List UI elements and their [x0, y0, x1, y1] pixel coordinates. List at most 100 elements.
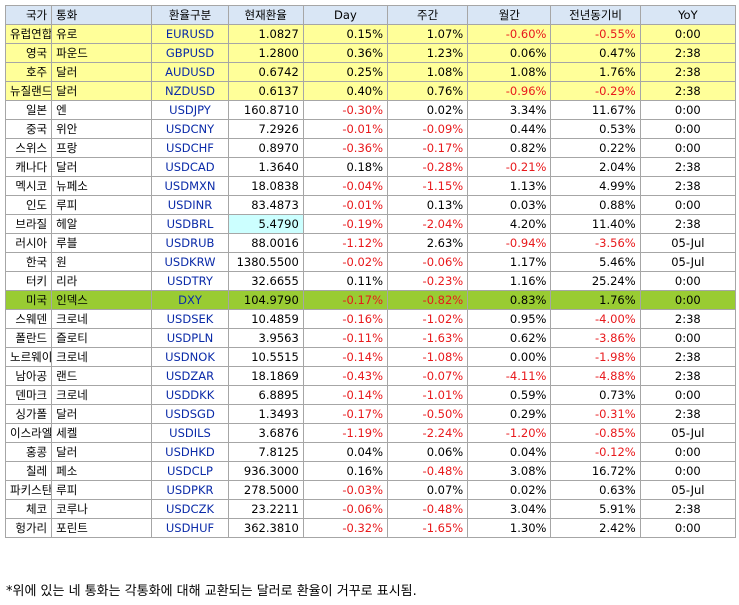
country-cell: 캐나다 [4, 157, 53, 177]
current-rate-cell: 0.6742 [227, 62, 304, 82]
currency-cell: 엔 [51, 100, 153, 120]
country-cell: 유럽연합 [4, 24, 53, 44]
table-row: 멕시코 뉴페소 USDMXN 18.0838 -0.04% -1.15% 1.13% 4.99… [4, 176, 737, 196]
column-header-current-rate: 현재환율 [227, 5, 304, 25]
country-cell: 영국 [4, 43, 53, 63]
table-row: 캐나다 달러 USDCAD 1.3640 0.18% -0.28% -0.21% 2.04% 2… [4, 157, 737, 177]
month-change-cell: 3.04% [467, 499, 552, 519]
yoy-cell: 05-Jul [639, 423, 737, 443]
week-change-cell: 1.08% [387, 62, 469, 82]
yoy-cell: 0:00 [639, 518, 737, 538]
week-change-cell: 0.06% [387, 442, 469, 462]
day-change-cell: 0.40% [302, 81, 389, 101]
current-rate-cell: 18.0838 [227, 176, 304, 196]
current-rate-cell: 1.0827 [227, 24, 304, 44]
day-change-cell: 0.18% [302, 157, 389, 177]
month-change-cell: -1.20% [467, 423, 552, 443]
table-row: 일본 엔 USDJPY 160.8710 -0.30% 0.02% 3.34% 11.67% 0… [4, 100, 737, 120]
current-rate-cell: 0.6137 [227, 81, 304, 101]
column-header-currency: 통화 [51, 5, 153, 25]
year-change-cell: 11.40% [550, 214, 641, 234]
day-change-cell: -0.19% [302, 214, 389, 234]
month-change-cell: 1.16% [467, 271, 552, 291]
week-change-cell: -0.06% [387, 252, 469, 272]
table-row: 체코 코루나 USDCZK 23.2211 -0.06% -0.48% 3.04% 5.91%… [4, 499, 737, 519]
current-rate-cell: 1.3640 [227, 157, 304, 177]
currency-cell: 코루나 [51, 499, 153, 519]
table-row: 폴란드 즐로티 USDPLN 3.9563 -0.11% -1.63% 0.62% -3.86… [4, 328, 737, 348]
week-change-cell: -0.82% [387, 290, 469, 310]
yoy-cell: 05-Jul [639, 233, 737, 253]
year-change-cell: 0.47% [550, 43, 641, 63]
currency-cell: 달러 [51, 157, 153, 177]
week-change-cell: -0.17% [387, 138, 469, 158]
year-change-cell: -3.86% [550, 328, 641, 348]
day-change-cell: 0.25% [302, 62, 389, 82]
month-change-cell: 3.08% [467, 461, 552, 481]
table-row: 남아공 랜드 USDZAR 18.1869 -0.43% -0.07% -4.11% -4.8… [4, 366, 737, 386]
current-rate-cell: 104.9790 [227, 290, 304, 310]
column-header-week: 주간 [387, 5, 469, 25]
currency-cell: 리라 [51, 271, 153, 291]
current-rate-cell: 10.4859 [227, 309, 304, 329]
rate-code-cell: USDTRY [151, 271, 229, 291]
table-row: 뉴질랜드 달러 NZDUSD 0.6137 0.40% 0.76% -0.96% -0.29%… [4, 81, 737, 101]
yoy-cell: 0:00 [639, 24, 737, 44]
country-cell: 노르웨이 [4, 347, 53, 367]
column-header-rate-type: 환율구분 [151, 5, 229, 25]
week-change-cell: -2.24% [387, 423, 469, 443]
month-change-cell: 0.06% [467, 43, 552, 63]
week-change-cell: -0.23% [387, 271, 469, 291]
current-rate-cell: 362.3810 [227, 518, 304, 538]
rate-code-cell: USDCNY [151, 119, 229, 139]
week-change-cell: -0.50% [387, 404, 469, 424]
year-change-cell: -0.55% [550, 24, 641, 44]
day-change-cell: -0.14% [302, 347, 389, 367]
country-cell: 스웨덴 [4, 309, 53, 329]
currency-cell: 달러 [51, 81, 153, 101]
week-change-cell: -0.48% [387, 461, 469, 481]
currency-cell: 포린트 [51, 518, 153, 538]
day-change-cell: -0.16% [302, 309, 389, 329]
country-cell: 스위스 [4, 138, 53, 158]
rate-code-cell: USDMXN [151, 176, 229, 196]
table-row: 호주 달러 AUDUSD 0.6742 0.25% 1.08% 1.08% 1.76% 2:38 [4, 62, 737, 82]
day-change-cell: -0.11% [302, 328, 389, 348]
year-change-cell: 4.99% [550, 176, 641, 196]
rate-code-cell: USDBRL [151, 214, 229, 234]
rate-code-cell: DXY [151, 290, 229, 310]
yoy-cell: 0:00 [639, 138, 737, 158]
rate-code-cell: USDCLP [151, 461, 229, 481]
rate-code-cell: USDZAR [151, 366, 229, 386]
currency-cell: 페소 [51, 461, 153, 481]
week-change-cell: -0.48% [387, 499, 469, 519]
week-change-cell: 0.76% [387, 81, 469, 101]
currency-cell: 달러 [51, 62, 153, 82]
column-header-day: Day [302, 5, 389, 25]
current-rate-cell: 23.2211 [227, 499, 304, 519]
month-change-cell: 4.20% [467, 214, 552, 234]
rate-code-cell: AUDUSD [151, 62, 229, 82]
day-change-cell: -0.36% [302, 138, 389, 158]
month-change-cell: 1.17% [467, 252, 552, 272]
day-change-cell: 0.16% [302, 461, 389, 481]
month-change-cell: -0.94% [467, 233, 552, 253]
current-rate-cell: 88.0016 [227, 233, 304, 253]
yoy-cell: 05-Jul [639, 252, 737, 272]
country-cell: 브라질 [4, 214, 53, 234]
yoy-cell: 2:38 [639, 176, 737, 196]
country-cell: 덴마크 [4, 385, 53, 405]
currency-cell: 위안 [51, 119, 153, 139]
currency-cell: 크로네 [51, 309, 153, 329]
year-change-cell: -4.00% [550, 309, 641, 329]
day-change-cell: 0.11% [302, 271, 389, 291]
currency-cell: 원 [51, 252, 153, 272]
country-cell: 한국 [4, 252, 53, 272]
table-row: 노르웨이 크로네 USDNOK 10.5515 -0.14% -1.08% 0.00% -1.… [4, 347, 737, 367]
day-change-cell: -0.02% [302, 252, 389, 272]
month-change-cell: 0.82% [467, 138, 552, 158]
table-row: 터키 리라 USDTRY 32.6655 0.11% -0.23% 1.16% 25.24% 0… [4, 271, 737, 291]
yoy-cell: 0:00 [639, 461, 737, 481]
table-row: 스위스 프랑 USDCHF 0.8970 -0.36% -0.17% 0.82% 0.22% 0… [4, 138, 737, 158]
year-change-cell: 1.76% [550, 290, 641, 310]
